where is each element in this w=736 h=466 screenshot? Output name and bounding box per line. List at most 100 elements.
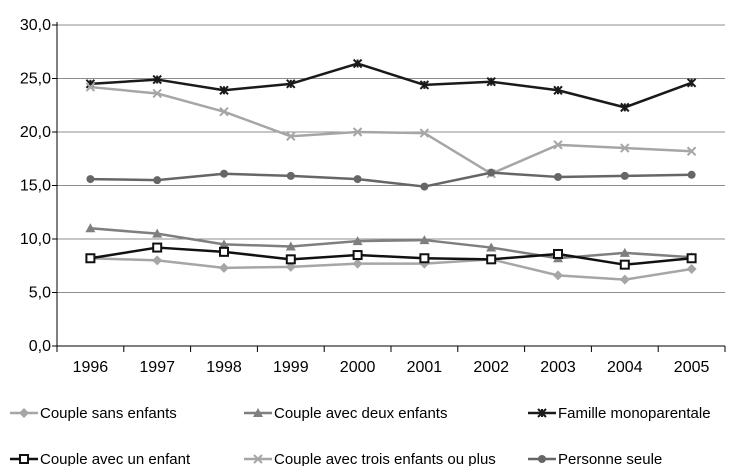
- y-tick-label: 25,0: [20, 71, 51, 88]
- data-point: [286, 79, 296, 89]
- x-tick-label: 1997: [139, 359, 175, 376]
- legend-swatch-marker: [253, 408, 263, 417]
- marker-stroke: [620, 143, 630, 153]
- data-point: [553, 85, 563, 95]
- data-point: [620, 171, 629, 180]
- legend-label: Couple avec trois enfants ou plus: [274, 451, 496, 466]
- data-point: [619, 259, 630, 270]
- data-point: [152, 228, 163, 238]
- series-4: [85, 82, 697, 179]
- data-point: [85, 253, 96, 264]
- data-point: [419, 128, 430, 138]
- data-point: [620, 102, 630, 113]
- data-point: [85, 223, 96, 233]
- data-point: [152, 255, 163, 266]
- marker-stroke: [686, 146, 697, 156]
- x-tick-label: 1998: [206, 359, 242, 376]
- data-point: [619, 274, 630, 285]
- marker-stroke: [85, 82, 96, 92]
- legend-item-1: Couple avec deux enfants: [244, 405, 447, 422]
- data-point: [553, 140, 563, 150]
- data-point: [220, 169, 228, 178]
- data-point: [419, 80, 430, 90]
- data-point: [152, 242, 163, 253]
- data-point: [619, 247, 630, 257]
- legend-item-2: Famille monoparentale: [528, 405, 711, 422]
- y-tick-label: 5,0: [29, 285, 51, 302]
- series-line: [90, 62, 693, 109]
- data-point: [620, 143, 630, 153]
- x-tick-label: 2000: [340, 359, 376, 376]
- data-point: [152, 74, 162, 85]
- legend-swatch-marker: [19, 454, 29, 464]
- y-tick-label: 30,0: [20, 17, 51, 34]
- marker-stroke: [352, 127, 363, 137]
- series-0: [85, 253, 697, 285]
- data-point: [219, 246, 229, 257]
- y-axis-ticks: 0,0 5,0 10,0 15,0 20,0 25,0 30,0: [20, 17, 51, 355]
- axes: [52, 22, 726, 352]
- x-tick-label: 1996: [73, 359, 109, 376]
- data-point: [219, 85, 229, 95]
- y-tick-label: 10,0: [20, 231, 51, 248]
- data-point: [285, 241, 296, 251]
- data-point: [353, 175, 362, 184]
- x-tick-label: 2003: [540, 359, 576, 376]
- legend-swatch-marker: [253, 454, 263, 464]
- x-axis-ticks: 1996 1997 1998 1999 2000 2001 2002 2003 2004 2005: [73, 359, 710, 376]
- marker-stroke: [253, 454, 263, 464]
- data-point: [286, 171, 295, 180]
- y-tick-label: 20,0: [20, 124, 51, 141]
- legend-swatch-marker: [537, 408, 547, 418]
- x-tick-label: 2002: [473, 359, 509, 376]
- data-point: [152, 88, 162, 99]
- marker-stroke: [419, 128, 430, 138]
- data-point: [486, 242, 497, 252]
- series-line: [90, 257, 692, 281]
- legend-item-3: Couple avec un enfant: [10, 451, 191, 466]
- data-point: [686, 78, 697, 88]
- legend: Couple sans enfants Couple avec deux enfa…: [10, 405, 711, 466]
- legend-label: Couple avec un enfant: [40, 451, 191, 466]
- data-point: [487, 168, 496, 177]
- data-point: [419, 235, 430, 245]
- data-point: [352, 58, 363, 69]
- series-3: [85, 242, 697, 270]
- data-point: [153, 176, 162, 185]
- series-2: [85, 58, 697, 113]
- legend-label: Couple avec deux enfants: [274, 405, 447, 422]
- x-tick-label: 2001: [407, 359, 443, 376]
- data-point: [486, 77, 496, 87]
- legend-item-0: Couple sans enfants: [10, 405, 177, 422]
- data-point: [420, 182, 429, 191]
- x-tick-label: 1999: [273, 359, 309, 376]
- y-tick-label: 0,0: [29, 338, 51, 355]
- legend-label: Famille monoparentale: [558, 405, 711, 422]
- data-point: [686, 146, 697, 156]
- data-point: [219, 106, 229, 117]
- data-point: [352, 127, 363, 137]
- data-point: [419, 253, 430, 264]
- marker-stroke: [286, 131, 296, 141]
- data-point: [686, 263, 697, 274]
- legend-item-5: Personne seule: [528, 451, 662, 466]
- data-point: [286, 131, 296, 141]
- legend-label: Personne seule: [558, 451, 662, 466]
- data-point: [686, 253, 697, 264]
- series-line: [90, 85, 692, 175]
- legend-swatch-marker: [19, 408, 29, 418]
- data-point: [352, 236, 363, 246]
- data-point: [86, 175, 95, 184]
- legend-label: Couple sans enfants: [40, 405, 177, 422]
- marker-stroke: [152, 88, 162, 99]
- data-point: [219, 239, 229, 249]
- series-line: [90, 227, 692, 260]
- data-point: [554, 172, 562, 181]
- legend-item-4: Couple avec trois enfants ou plus: [244, 451, 496, 466]
- data-point: [85, 82, 96, 92]
- data-point: [486, 254, 497, 265]
- data-point: [553, 248, 563, 259]
- series-line: [90, 246, 692, 266]
- series-line: [90, 171, 692, 188]
